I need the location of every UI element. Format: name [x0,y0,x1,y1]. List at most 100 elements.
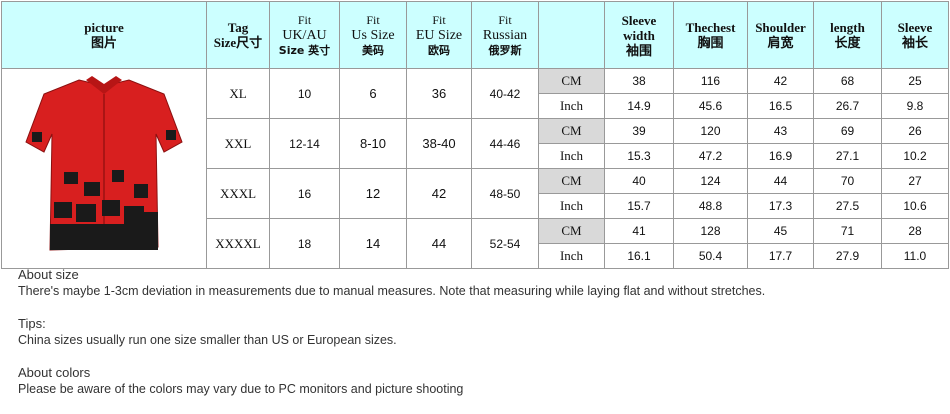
measure-cell: 70 [813,168,882,194]
measure-cell: 17.3 [747,193,814,219]
header-cell: Tag Size尺寸 [206,1,270,69]
unit-cell: Inch [538,193,605,219]
table-row: XXXXL 18 14 44 52-54 CM 41 128 45 71 28 [2,218,949,269]
header-cell: Thechest 胸围 [673,1,748,69]
measure-cell: 124 [673,168,748,194]
us-cell: 6 [339,68,407,119]
measure-cell: 16.5 [747,93,814,119]
header-text: Us Size [351,27,395,43]
us-cell: 12 [339,168,407,219]
unit-cell: CM [538,168,605,194]
us-cell: 8-10 [339,118,407,169]
measure-cell: 69 [813,118,882,144]
header-text: Sleeve width [621,12,657,43]
measure-cell: 68 [813,68,882,94]
header-text: Tag [227,20,249,35]
note-text: China sizes usually run one size smaller… [18,333,397,347]
header-text: Fit [297,12,312,27]
header-text: EU Size [415,27,463,43]
header-text: 长度 [834,35,861,50]
measure-cell: 10.6 [881,193,949,219]
header-text: 袖围 [625,42,652,58]
header-cell: Fit Russian 俄罗斯 [471,1,539,69]
measure-cell: 50.4 [673,243,748,269]
measure-cell: 14.9 [604,93,674,119]
unit-cell: CM [538,68,605,94]
unit-cell: Inch [538,243,605,269]
note-heading: About colors [18,365,91,380]
table-body: XL 10 6 36 40-42 CM 38 116 42 68 25 Inch 14.9 45.6 16.… [1,68,949,269]
tag-cell: XXXL [206,168,270,219]
measure-cell: 28 [881,218,949,244]
measure-cell: 48.8 [673,193,748,219]
uk-cell: 10 [269,68,340,119]
measure-cell: 43 [747,118,814,144]
measure-cell: 42 [747,68,814,94]
header-text: Sleeve [897,20,933,35]
picture-cell [1,68,207,269]
header-cell: Fit Us Size 美码 [339,1,407,69]
measure-cell: 45 [747,218,814,244]
header-text: Fit [498,12,512,27]
note-text: There's maybe 1-3cm deviation in measure… [18,284,766,298]
measure-cell: 128 [673,218,748,244]
measure-cell: 71 [813,218,882,244]
header-text: 美码 [362,43,384,57]
measure-cell: 38 [604,68,674,94]
measure-cell: 26.7 [813,93,882,119]
tag-cell: XL [206,68,270,119]
measure-cell: 16.1 [604,243,674,269]
table-row: Inch 15.7 48.8 17.3 27.5 10.6 [2,193,949,219]
unit-cell: CM [538,218,605,244]
unit-cell: Inch [538,143,605,169]
header-cell: picture 图片 [1,1,207,69]
measure-cell: 45.6 [673,93,748,119]
ru-cell: 52-54 [471,218,539,269]
size-table: picture 图片 Tag Size尺寸 Fit UK/AU Size 英寸 Fit Us S… [1,1,949,269]
header-text: picture [84,20,124,35]
unit-cell: Inch [538,93,605,119]
measure-cell: 116 [673,68,748,94]
header-text: length [830,20,865,35]
measure-cell: 16.9 [747,143,814,169]
eu-cell: 38-40 [406,118,472,169]
ru-cell: 48-50 [471,168,539,219]
product-picture [25,76,183,251]
table-row: XXL 12-14 8-10 38-40 44-46 CM 39 120 43 69 26 [2,118,949,169]
tag-cell: XXXXL [206,218,270,269]
header-text: 袖长 [901,35,928,50]
uk-cell: 18 [269,218,340,269]
header-text: Fit [432,12,446,27]
note-text: Please be aware of the colors may vary d… [18,382,464,396]
eu-cell: 36 [406,68,472,119]
header-cell [538,1,605,69]
measure-cell: 39 [604,118,674,144]
measure-cell: 10.2 [881,143,949,169]
header-text: 肩宽 [767,35,794,50]
measure-cell: 11.0 [881,243,949,269]
measure-cell: 27 [881,168,949,194]
header-text: 图片 [90,35,117,50]
measure-cell: 9.8 [881,93,949,119]
table-row: Inch 16.1 50.4 17.7 27.9 11.0 [2,243,949,269]
measure-cell: 27.1 [813,143,882,169]
measure-cell: 27.9 [813,243,882,269]
header-row: picture 图片 Tag Size尺寸 Fit UK/AU Size 英寸 Fit Us S… [1,1,949,69]
measure-cell: 15.7 [604,193,674,219]
tag-cell: XXL [206,118,270,169]
us-cell: 14 [339,218,407,269]
measure-cell: 47.2 [673,143,748,169]
uk-cell: 16 [269,168,340,219]
header-text: Fit [366,12,380,27]
table-row: XL 10 6 36 40-42 CM 38 116 42 68 25 [1,68,949,269]
uk-cell: 12-14 [269,118,340,169]
header-cell: Shoulder 肩宽 [747,1,814,69]
header-text: Size 英寸 [278,43,331,57]
eu-cell: 42 [406,168,472,219]
measure-cell: 15.3 [604,143,674,169]
header-cell: Fit EU Size 欧码 [406,1,472,69]
header-text: Thechest [685,20,736,35]
note-heading: About size [18,267,79,282]
table-row: Inch 15.3 47.2 16.9 27.1 10.2 [2,143,949,169]
